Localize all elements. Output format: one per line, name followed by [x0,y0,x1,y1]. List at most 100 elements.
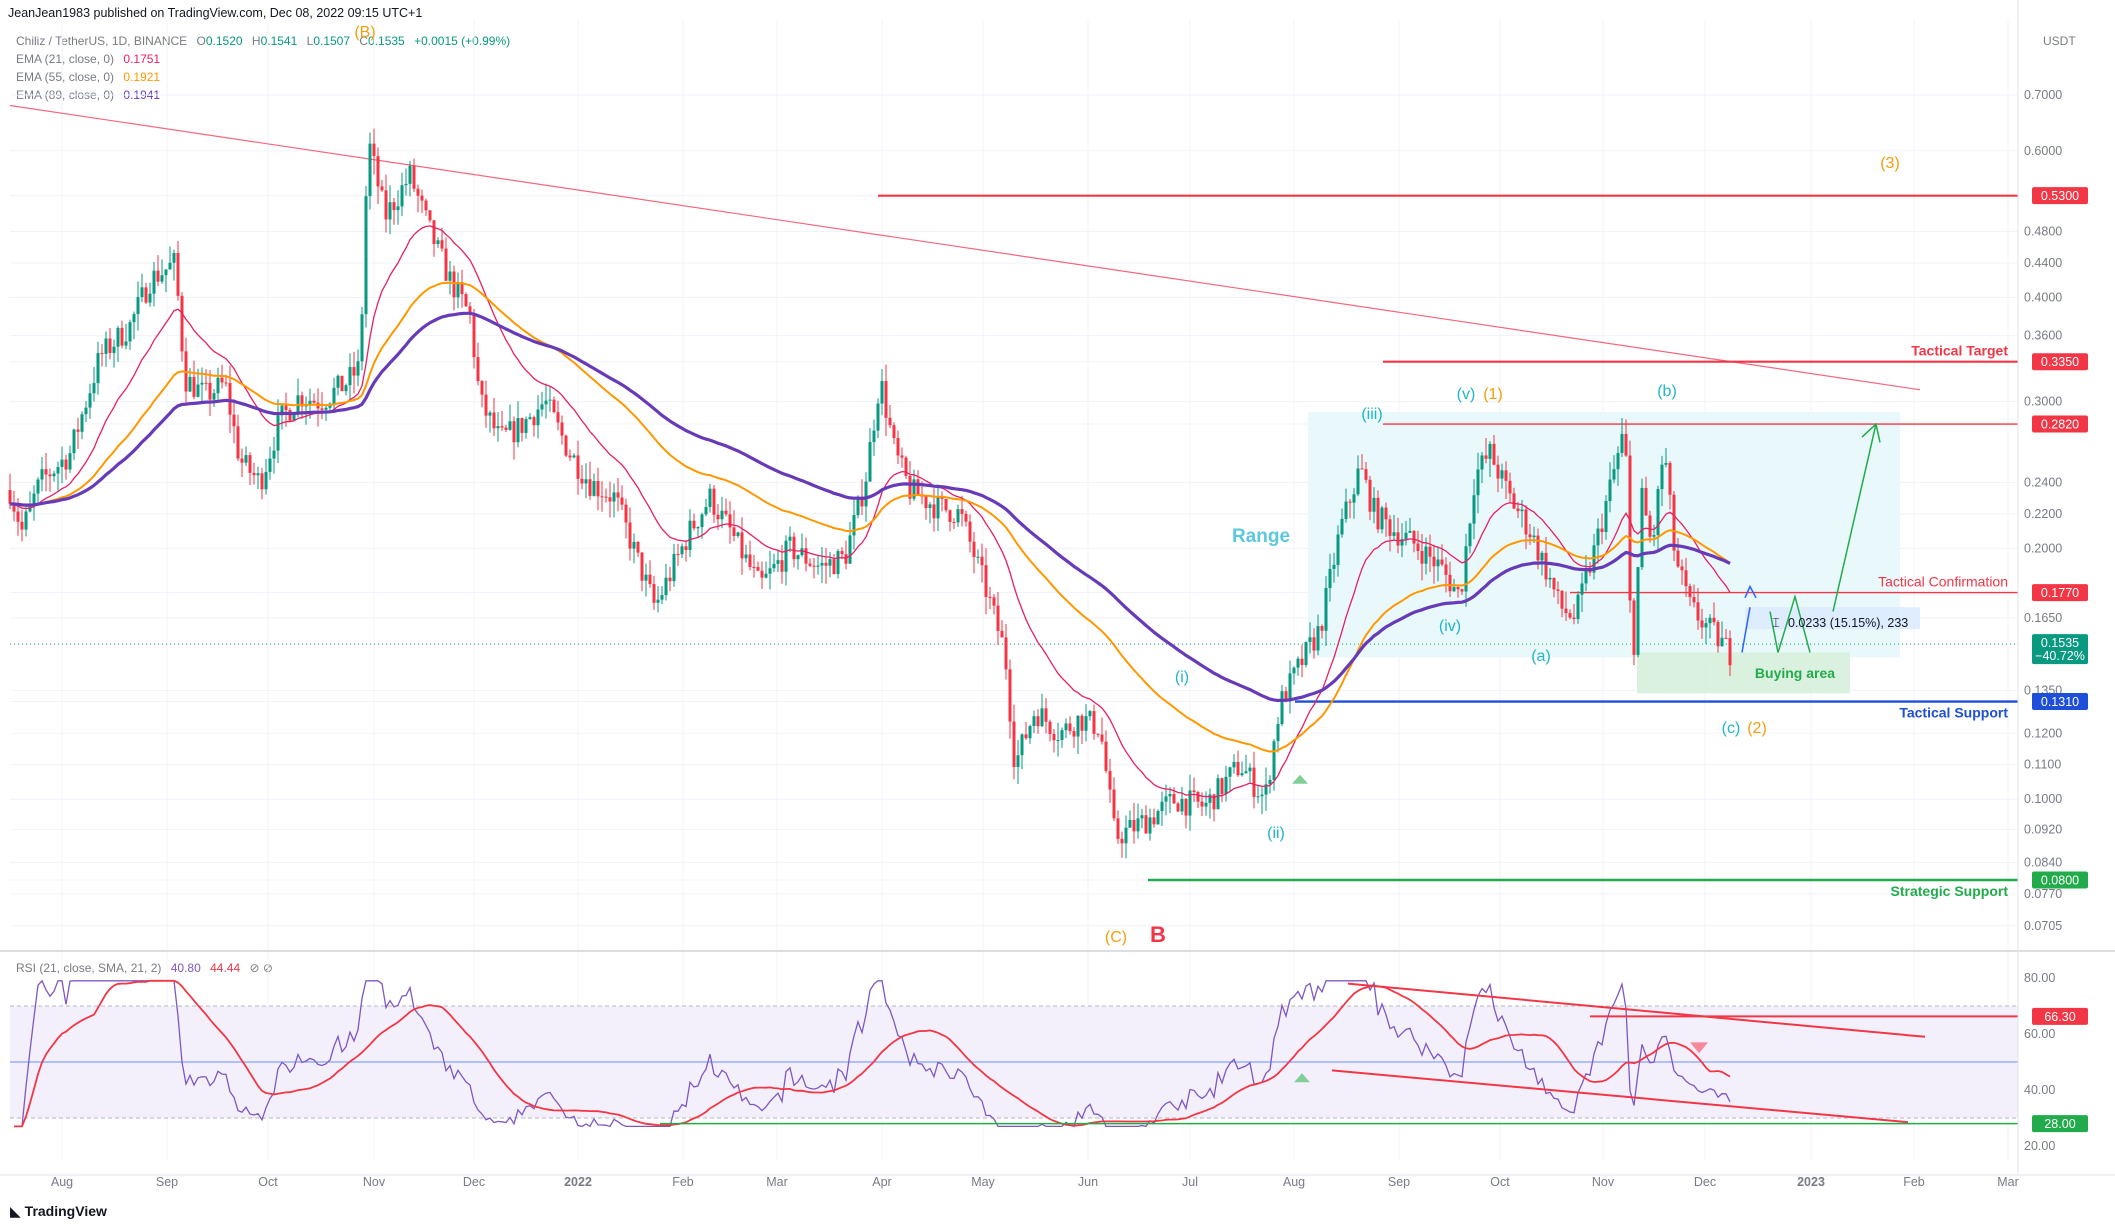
candle-body [928,504,932,509]
candle-body [1696,602,1700,621]
wave-label: (C) [1105,929,1127,946]
candle-body [680,546,684,555]
candle-body [32,493,36,504]
price-tick-label: 0.2200 [2024,507,2062,521]
candle-body [1684,570,1688,587]
rsi-sell-marker [1690,1042,1708,1054]
ema21-value: 0.1751 [123,52,161,66]
candle-body [140,287,144,298]
candle-body [1664,462,1668,465]
price-label-text: 0.0800 [2041,874,2079,888]
candle-body [500,426,504,428]
symbol-legend[interactable]: Chiliz / TetherUS, 1D, BINANCE O0.1520 H… [16,34,510,48]
measure-box [1745,607,1920,630]
candle-body [356,361,360,376]
candle-body [1292,667,1296,674]
candle-body [384,190,388,220]
candle-body [1096,733,1100,735]
candle-body [1476,469,1480,496]
candle-body [260,473,264,490]
candle-body [1512,493,1516,509]
candle-body [1108,770,1112,790]
candle-body [984,565,988,597]
candle-body [1492,443,1496,465]
candle-body [1104,741,1108,771]
candle-body [12,503,16,512]
candle-body [1688,586,1692,598]
candle-body [804,548,808,564]
candle-body [68,453,72,470]
candle-body [40,469,44,480]
price-label-badge [2032,871,2088,889]
ema55-legend[interactable]: EMA (55, close, 0) 0.1921 [16,70,160,84]
candle-body [728,514,732,528]
candle-body [1572,617,1576,620]
candle-body [556,412,560,423]
candle-body [1324,587,1328,631]
candle-body [132,314,136,323]
candle-body [1676,550,1680,567]
symbol-title: Chiliz / TetherUS, 1D, BINANCE [16,34,188,48]
candle-body [152,270,156,294]
candle-body [280,405,284,416]
candle-body [1204,802,1208,807]
candle-body [632,541,636,549]
candle-body [512,421,516,443]
candle-body [1604,501,1608,533]
candle-body [408,165,412,184]
candle-body [1348,501,1352,503]
rsi-value1: 40.80 [170,961,201,975]
candle-body [764,573,768,578]
candle-body [1140,815,1144,819]
candle-body [624,504,628,523]
candle-body [444,248,448,281]
tradingview-logo[interactable]: ◣ TradingView [10,1203,107,1220]
candle-body [812,565,816,567]
rsi-settings-icon[interactable]: ⊘ ⊘ [249,961,273,975]
time-tick-label: Sep [1388,1175,1410,1189]
candle-body [1164,796,1168,802]
candle-body [1692,597,1696,603]
candle-body [448,271,452,281]
candle-body [712,488,716,515]
candle-body [996,605,1000,631]
candle-body [1392,532,1396,536]
wave-label: (b) [1657,383,1677,400]
candle-body [1316,626,1320,651]
candle-body [1240,773,1244,776]
candle-body [1716,622,1720,647]
candle-body [900,455,904,458]
candle-body [1460,589,1464,592]
candle-body [456,282,460,298]
rsi-pane [10,979,2018,1128]
candle-body [1720,637,1724,647]
candle-body [308,400,312,405]
wave-label: (ii) [1267,825,1285,842]
candle-body [1252,767,1256,797]
rsi-sma-line [14,979,1731,1128]
time-tick-label: Aug [51,1175,73,1189]
candle-body [1312,637,1316,651]
candle-body [44,469,48,475]
rsi-legend[interactable]: RSI (21, close, SMA, 21, 2) 40.80 44.44 … [16,961,273,975]
candle-body [1308,637,1312,643]
candle-body [1192,790,1196,792]
candle-body [488,412,492,416]
candle-body [600,496,604,498]
candle-body [776,560,780,564]
candle-body [92,383,96,394]
candle-body [748,554,752,567]
wave-label: B [1150,922,1166,947]
ema21-legend[interactable]: EMA (21, close, 0) 0.1751 [16,52,160,66]
rsi-value2: 44.44 [210,961,241,975]
candle-body [1528,534,1532,538]
price-tick-label: 0.0770 [2024,887,2062,901]
candles [8,128,1732,859]
candle-body [1480,455,1484,470]
candle-body [1452,587,1456,592]
candle-body [128,322,132,342]
candle-body [660,595,664,600]
candle-body [360,314,364,362]
ohlc-h: 0.1541 [260,34,298,48]
